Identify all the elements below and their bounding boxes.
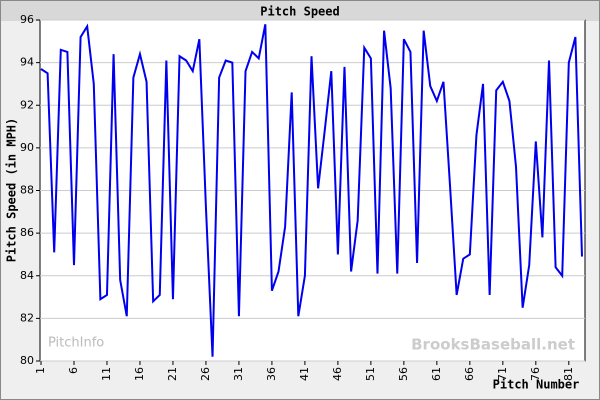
x-tick-label: 11	[100, 367, 113, 381]
y-tick-label: 84	[20, 269, 34, 282]
x-tick-label: 31	[232, 367, 245, 381]
y-tick-label: 90	[20, 141, 34, 154]
x-tick-label: 76	[529, 367, 542, 381]
y-tick-label: 82	[20, 311, 34, 324]
watermark: PitchInfo	[48, 336, 104, 351]
x-tick-label: 81	[562, 367, 575, 381]
y-tick-label: 94	[20, 56, 34, 69]
x-tick-label: 36	[265, 367, 278, 381]
x-tick-label: 16	[133, 367, 146, 381]
x-tick-label: 71	[496, 367, 509, 381]
data-line	[40, 23, 583, 357]
x-tick-label: 6	[67, 367, 80, 374]
title-bar	[1, 1, 599, 21]
x-tick-label: 1	[34, 367, 47, 374]
y-tick-label: 86	[20, 226, 34, 239]
x-tick-label: 61	[430, 367, 443, 381]
y-tick-label: 92	[20, 98, 34, 111]
chart-title: Pitch Speed	[260, 5, 339, 19]
y-tick-label: 80	[20, 354, 34, 367]
x-axis-label: Pitch Number	[493, 378, 580, 392]
y-axis-label: Pitch Speed (in MPH)	[5, 118, 19, 263]
y-tick-label: 88	[20, 184, 34, 197]
x-tick-label: 21	[166, 367, 179, 381]
x-tick-label: 51	[364, 367, 377, 381]
x-tick-label: 46	[331, 367, 344, 381]
x-tick-label: 26	[199, 367, 212, 381]
watermark: BrooksBaseball.net	[411, 336, 575, 354]
x-tick-label: 41	[298, 367, 311, 381]
x-tick-label: 66	[463, 367, 476, 381]
y-tick-label: 96	[20, 13, 34, 26]
x-tick-label: 56	[397, 367, 410, 381]
